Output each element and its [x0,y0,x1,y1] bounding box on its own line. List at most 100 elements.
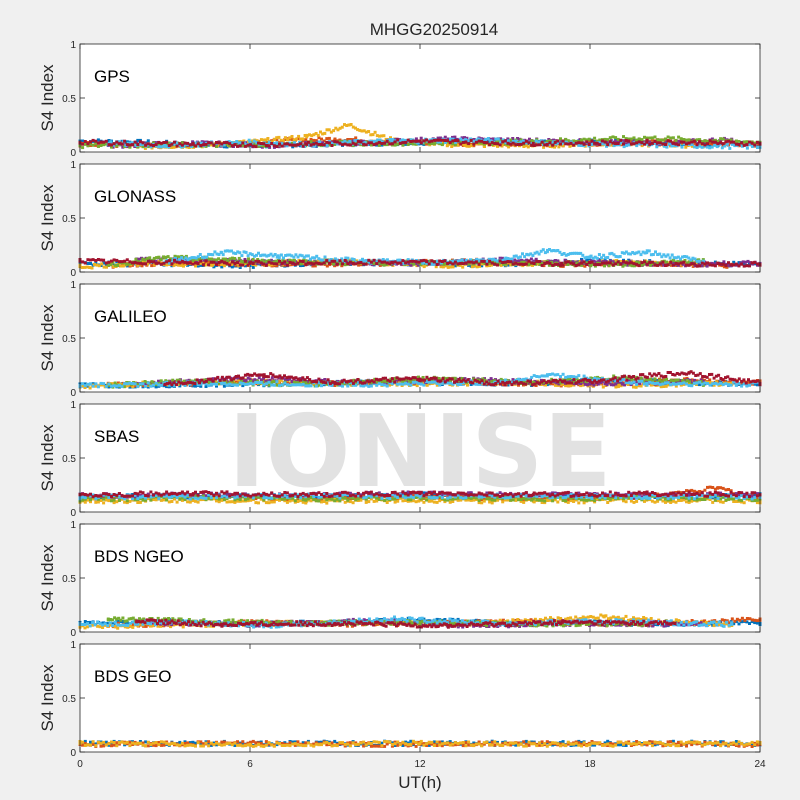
data-point [109,140,113,144]
data-point [721,144,725,148]
data-point [593,141,597,145]
data-point [132,141,135,145]
data-point [145,262,149,266]
data-point [460,258,464,262]
data-point [241,263,245,267]
data-point [414,137,418,141]
data-point [232,251,236,255]
data-point [398,141,402,145]
data-point [466,383,469,387]
data-point [99,144,103,147]
data-point [152,144,155,147]
data-point [631,251,635,254]
data-point [580,261,583,265]
data-point [372,143,376,147]
data-point [259,378,263,382]
data-point [711,263,715,267]
data-point [311,264,315,268]
data-point [268,145,272,149]
data-point [255,253,258,257]
data-point [406,260,410,264]
data-point [214,261,218,265]
data-point [347,123,351,127]
data-point [442,262,446,266]
data-point [713,143,717,147]
data-point [619,143,623,147]
y-tick-label: 1 [70,160,76,171]
data-point [574,139,578,143]
data-point [693,264,697,267]
data-point [683,142,686,146]
data-point [286,378,290,381]
data-point [713,138,717,142]
data-point [542,264,546,268]
data-point [330,144,334,147]
data-point [117,260,121,264]
data-point [688,260,691,264]
data-point [259,261,263,265]
data-point [661,142,665,146]
data-point [693,145,697,149]
data-point [562,252,566,255]
data-point [467,260,471,264]
data-point [375,380,379,384]
data-point [81,142,85,146]
data-point [198,141,202,145]
data-point [585,138,589,142]
data-point [270,142,274,145]
data-point [480,259,484,263]
data-point [170,380,174,384]
data-point [580,263,584,267]
data-point [115,144,119,148]
data-point [674,138,678,142]
data-point [692,262,696,266]
data-point [283,260,287,264]
data-point [127,262,131,266]
data-point [93,384,97,388]
data-point [354,142,358,146]
data-point [519,138,523,142]
data-point [194,384,197,388]
data-point [373,130,377,134]
data-point [715,145,719,149]
data-point [364,143,368,147]
data-point [280,142,284,146]
data-point [230,249,233,253]
data-point [436,136,440,140]
data-point [246,263,250,267]
data-point [343,123,346,127]
data-point [487,257,491,261]
data-point [534,257,538,261]
data-point [543,139,547,143]
data-point [112,258,116,262]
data-point [246,261,250,265]
data-point [482,142,486,146]
data-point [550,249,554,253]
data-point [537,140,541,144]
data-point [136,261,140,265]
data-point [622,145,626,149]
data-point [464,138,468,142]
data-point [299,142,302,146]
data-point [351,261,355,265]
data-point [634,385,638,389]
data-point [616,137,620,141]
data-point [545,261,549,264]
data-point [612,144,616,148]
data-point [637,261,641,265]
data-point [545,383,549,387]
data-point [293,141,296,145]
data-point [643,135,646,139]
data-point [162,261,166,265]
data-point [666,263,670,267]
data-point [414,142,418,146]
data-point [178,142,182,146]
data-point [720,146,724,150]
data-point [209,379,213,383]
data-point [500,144,504,148]
data-point [614,262,618,266]
data-point [378,138,382,142]
data-point [264,380,268,383]
data-point [111,145,115,149]
